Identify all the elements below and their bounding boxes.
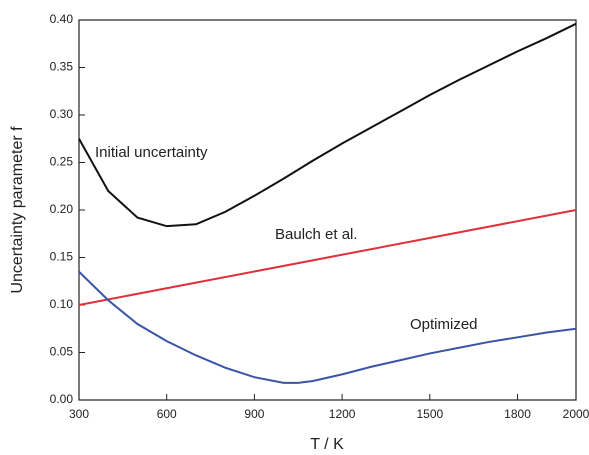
y-tick-label: 0.15 — [50, 250, 74, 264]
x-tick-label: 600 — [157, 407, 177, 421]
plot-frame — [78, 19, 577, 401]
series-label: Baulch et al. — [275, 226, 358, 243]
series-line — [78, 271, 577, 384]
y-axis-label: Uncertainty parameter f — [9, 126, 26, 294]
y-tick-label: 0.05 — [50, 345, 74, 359]
y-tick-label: 0.25 — [50, 155, 74, 169]
x-tick-label: 1200 — [329, 407, 356, 421]
x-axis-label: T / K — [310, 436, 344, 453]
series-label: Initial uncertainty — [95, 144, 208, 161]
series-line — [78, 209, 577, 306]
y-tick-label: 0.40 — [50, 12, 74, 26]
y-tick-label: 0.35 — [50, 60, 74, 74]
x-tick-label: 1800 — [504, 407, 531, 421]
y-tick-label: 0.30 — [50, 107, 74, 121]
series-line — [78, 22, 577, 228]
x-tick-label: 2000 — [563, 407, 589, 421]
x-tick-label: 900 — [244, 407, 264, 421]
x-tick-label: 1500 — [416, 407, 443, 421]
x-tick-label: 300 — [69, 407, 89, 421]
y-tick-label: 0.10 — [50, 297, 74, 311]
y-tick-label: 0.20 — [50, 202, 74, 216]
y-tick-label: 0.00 — [50, 392, 74, 406]
series-label: Optimized — [410, 316, 478, 333]
